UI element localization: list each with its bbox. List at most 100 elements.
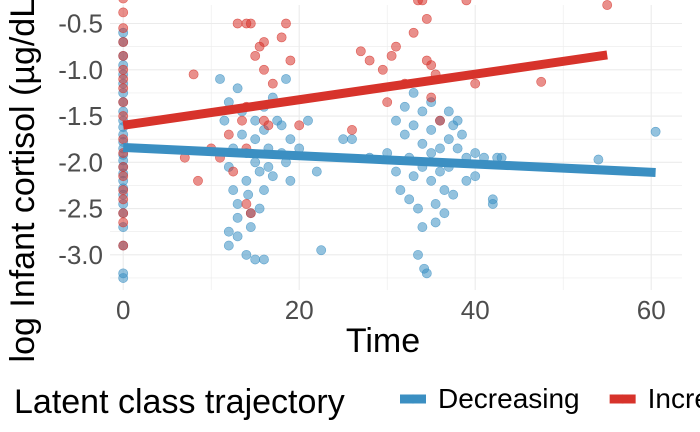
x-axis-title: Time: [346, 322, 420, 360]
data-point-decreasing: [338, 134, 349, 145]
data-points: [118, 0, 661, 283]
data-point-decreasing: [241, 249, 252, 260]
data-point-decreasing: [448, 189, 459, 200]
data-point-increasing: [364, 55, 375, 66]
data-point-increasing: [355, 46, 366, 57]
data-point-increasing: [193, 175, 203, 186]
data-point-decreasing: [650, 126, 661, 137]
data-point-increasing: [408, 27, 419, 38]
data-point-decreasing: [118, 273, 129, 283]
data-point-decreasing: [593, 154, 604, 165]
y-tick-label: -3.0: [58, 240, 103, 270]
data-point-decreasing: [254, 166, 265, 177]
data-point-decreasing: [426, 148, 437, 158]
data-point-decreasing: [267, 171, 278, 182]
legend-label-increasing: Increasing: [648, 383, 700, 414]
legend-key-point: [618, 394, 628, 404]
data-point-increasing: [426, 92, 437, 103]
data-point-increasing: [391, 41, 401, 52]
data-point-decreasing: [457, 129, 467, 140]
data-point-decreasing: [470, 171, 481, 182]
data-point-increasing: [421, 13, 432, 24]
data-point-increasing: [347, 125, 357, 135]
data-point-decreasing: [413, 203, 423, 214]
data-point-increasing: [382, 97, 393, 108]
data-point-increasing: [118, 162, 129, 172]
data-point-increasing: [118, 37, 129, 47]
data-point-decreasing: [259, 185, 269, 195]
data-point-decreasing: [435, 143, 445, 154]
trend-lines: [122, 50, 656, 177]
data-point-decreasing: [285, 175, 296, 186]
data-point-decreasing: [413, 249, 423, 260]
data-point-increasing: [118, 194, 129, 205]
data-point-decreasing: [215, 74, 225, 84]
trend-line-decreasing: [122, 143, 656, 177]
trend-line-increasing: [122, 50, 608, 130]
data-point-decreasing: [443, 134, 454, 145]
legend: Decreasing Increasing: [400, 383, 700, 414]
data-point-decreasing: [245, 222, 256, 232]
data-point-increasing: [237, 115, 247, 126]
legend-label-decreasing: Decreasing: [438, 383, 580, 414]
data-point-increasing: [426, 60, 437, 71]
data-point-increasing: [536, 76, 547, 87]
data-point-decreasing: [399, 129, 410, 140]
data-point-increasing: [223, 129, 234, 140]
data-point-decreasing: [461, 175, 472, 186]
data-point-increasing: [281, 18, 291, 29]
data-point-decreasing: [250, 115, 261, 126]
data-point-decreasing: [487, 199, 498, 209]
legend-key-point: [408, 394, 418, 404]
data-point-decreasing: [404, 194, 415, 205]
data-point-decreasing: [452, 115, 463, 126]
data-point-increasing: [118, 23, 129, 34]
data-point-decreasing: [347, 134, 357, 145]
data-point-decreasing: [417, 138, 428, 149]
data-point-decreasing: [391, 166, 401, 177]
data-point-increasing: [602, 0, 613, 10]
data-point-increasing: [250, 50, 261, 61]
data-point-decreasing: [243, 189, 254, 200]
data-point-decreasing: [470, 148, 481, 158]
y-axis-title: log Infant cortisol (µg/dL): [4, 0, 42, 362]
data-point-decreasing: [276, 120, 287, 131]
data-point-decreasing: [223, 240, 234, 251]
data-point-increasing: [435, 115, 445, 126]
data-point-increasing: [461, 0, 472, 6]
legend-title: Latent class trajectory: [14, 383, 345, 421]
data-point-increasing: [118, 171, 129, 182]
data-point-decreasing: [430, 217, 441, 228]
data-point-decreasing: [259, 254, 269, 265]
x-tick-label: 40: [461, 295, 490, 325]
data-point-decreasing: [237, 129, 247, 140]
data-point-decreasing: [439, 208, 450, 219]
data-point-increasing: [263, 120, 274, 131]
data-point-increasing: [245, 208, 256, 219]
data-point-increasing: [386, 50, 397, 61]
data-point-increasing: [245, 18, 256, 29]
data-point-decreasing: [232, 83, 243, 94]
data-point-decreasing: [316, 245, 327, 256]
data-point-decreasing: [426, 175, 437, 186]
y-tick-label: -2.5: [58, 194, 103, 224]
data-point-increasing: [294, 120, 305, 131]
data-point-decreasing: [426, 125, 437, 135]
data-point-decreasing: [232, 199, 243, 209]
data-point-decreasing: [408, 88, 419, 98]
data-point-decreasing: [408, 171, 419, 182]
data-point-decreasing: [281, 74, 291, 84]
data-point-decreasing: [417, 106, 428, 117]
data-point-decreasing: [232, 212, 243, 223]
data-point-decreasing: [250, 134, 261, 145]
data-point-decreasing: [250, 157, 261, 168]
data-point-decreasing: [408, 120, 419, 131]
data-point-decreasing: [241, 175, 252, 186]
data-point-increasing: [377, 64, 388, 75]
data-point-decreasing: [285, 134, 296, 145]
data-point-decreasing: [452, 143, 463, 154]
data-point-decreasing: [228, 185, 239, 195]
data-point-increasing: [118, 134, 129, 145]
data-point-increasing: [118, 64, 129, 75]
data-point-decreasing: [395, 185, 406, 195]
